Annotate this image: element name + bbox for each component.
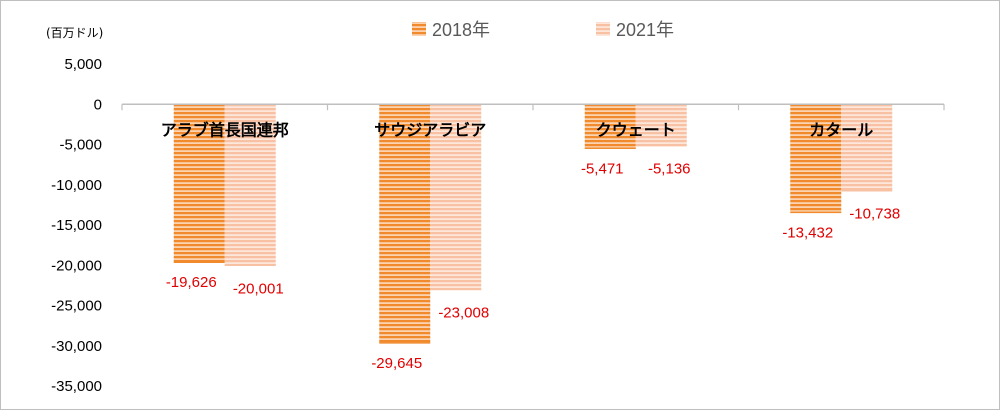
y-tick-label: -30,000 [51, 338, 102, 355]
bar-2021-2 [635, 104, 687, 146]
legend-swatch-2021 [596, 22, 610, 36]
data-label: -20,001 [233, 280, 284, 297]
y-tick-label: -10,000 [51, 177, 102, 194]
legend-label-2021: 2021年 [616, 20, 674, 40]
y-tick-label: -5,000 [59, 137, 102, 154]
y-tick-label: -25,000 [51, 298, 102, 315]
category-label: アラブ首長国連邦 [161, 120, 289, 139]
bar-2021-3 [841, 104, 893, 191]
bar-2018-2 [584, 104, 636, 149]
data-label: -19,626 [166, 274, 217, 291]
unit-label: (百万ドル) [46, 26, 103, 40]
y-tick-label: 0 [94, 96, 102, 113]
legend: 2018年 2021年 [412, 20, 674, 40]
bar-2021-0 [224, 104, 276, 266]
y-tick-label: -20,000 [51, 257, 102, 274]
y-tick-label: 5,000 [64, 56, 102, 73]
data-label: -10,738 [849, 206, 900, 223]
data-label: -23,008 [438, 304, 489, 321]
category-label: クウェート [596, 120, 676, 139]
legend-swatch-2018 [412, 22, 426, 36]
category-label: サウジアラビア [374, 120, 486, 139]
data-label: -13,432 [782, 224, 833, 241]
bar-2018-3 [790, 104, 842, 213]
bar-2018-0 [173, 104, 225, 263]
category-label: カタール [809, 120, 873, 139]
legend-label-2018: 2018年 [432, 20, 490, 40]
data-label: -29,645 [371, 355, 422, 372]
data-label: -5,471 [581, 160, 624, 177]
bar-2021-1 [430, 104, 482, 290]
y-tick-label: -35,000 [51, 378, 102, 395]
data-label: -5,136 [648, 161, 691, 178]
bar-2018-1 [379, 104, 431, 343]
y-tick-label: -15,000 [51, 217, 102, 234]
